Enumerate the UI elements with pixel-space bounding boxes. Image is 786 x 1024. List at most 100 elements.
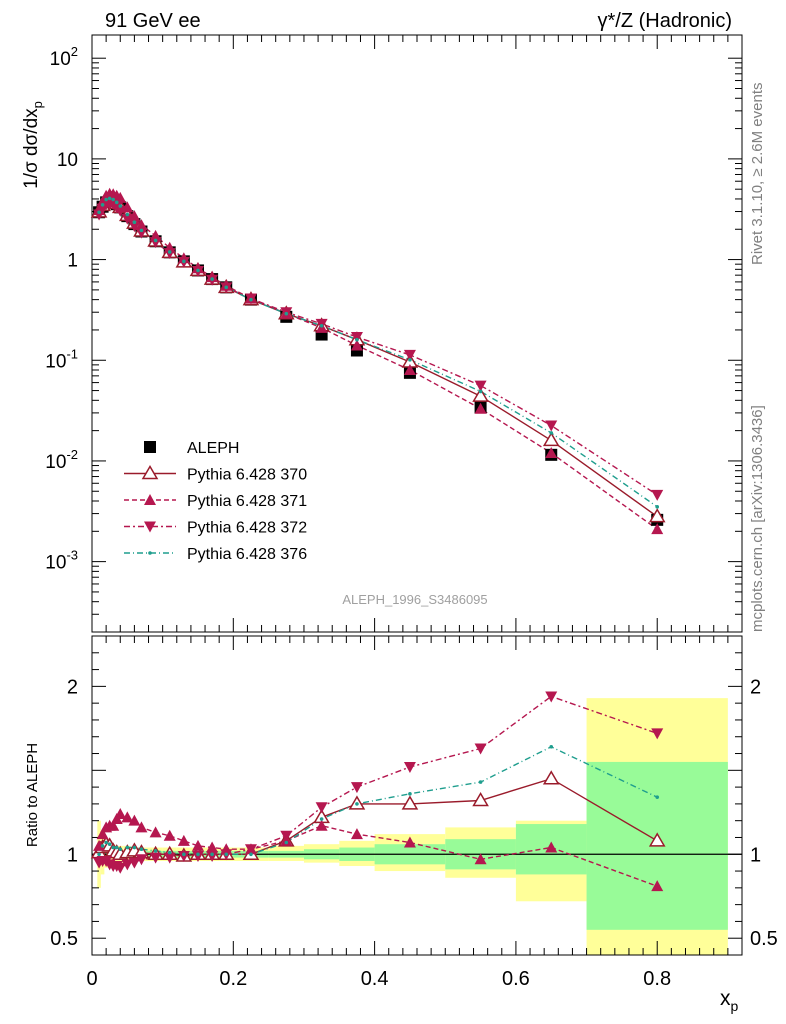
ratio-point <box>128 814 141 826</box>
main-point <box>121 213 134 225</box>
ratio-ytick-label: 0.5 <box>50 928 78 950</box>
ratio-point <box>280 830 293 842</box>
ratio-point <box>315 802 328 814</box>
legend-marker <box>144 521 156 533</box>
ratio-point <box>474 853 487 865</box>
legend-label: ALEPH <box>187 440 239 457</box>
legend-label: Pythia 6.428 376 <box>187 546 307 563</box>
main-series-line <box>98 193 658 530</box>
main-point <box>139 228 144 233</box>
legend-label: Pythia 6.428 370 <box>187 467 307 484</box>
ratio-point <box>403 836 416 848</box>
main-series-line <box>98 197 658 508</box>
main-point <box>545 446 558 458</box>
ratio-point <box>132 845 137 850</box>
ratio-series-line <box>98 746 658 855</box>
main-ytick-label: 10-1 <box>45 346 78 372</box>
main-point <box>153 238 158 243</box>
main-point <box>135 219 148 231</box>
main-point <box>182 259 186 264</box>
main-point <box>196 268 200 273</box>
ratio-point <box>135 854 148 866</box>
ratio-point <box>125 845 130 850</box>
ratio-point <box>651 728 664 740</box>
ratio-ylabel: Ratio to ALEPH <box>24 743 41 847</box>
legend-label: Pythia 6.428 371 <box>187 493 307 510</box>
main-point <box>403 364 416 376</box>
ratio-point <box>121 859 134 871</box>
ratio-point <box>545 841 558 853</box>
ratio-ytick-label-right: 0.5 <box>750 928 778 950</box>
ratio-point <box>210 852 214 857</box>
ratio-point <box>284 840 289 845</box>
ratio-point <box>100 844 105 848</box>
main-point <box>224 285 229 290</box>
ratio-point <box>545 691 558 703</box>
main-point <box>474 380 487 392</box>
ratio-point <box>97 852 101 857</box>
main-point <box>114 200 119 205</box>
ratio-point <box>153 849 158 853</box>
ratio-point <box>149 852 162 864</box>
main-point <box>210 277 214 281</box>
ratio-ytick-label-right: 2 <box>750 676 761 698</box>
ratio-point <box>655 795 660 799</box>
ratio-point <box>196 852 200 857</box>
main-panel: 10-3 10-2 10-1 1 10 102 <box>45 34 743 633</box>
mcplots-label: mcplots.cern.ch [arXiv:1306.3436] <box>749 405 766 632</box>
legend-marker <box>141 465 159 480</box>
ratio-ytick-label: 1 <box>67 844 78 866</box>
ratio-point <box>149 826 162 838</box>
legend-marker <box>148 551 152 555</box>
main-ylabel: 1/σ dσ/dxp <box>21 101 45 189</box>
ratio-xtick-label: 0.4 <box>361 968 389 990</box>
ratio-point <box>403 761 416 773</box>
legend: ALEPH Pythia 6.428 370 Pythia 6.428 371 Pyt… <box>124 440 307 563</box>
analysis-id-label: ALEPH_1996_S3486095 <box>342 592 487 607</box>
header-left-label: 91 GeV ee <box>105 10 201 32</box>
ratio-point <box>319 817 324 821</box>
ratio-point <box>249 852 253 857</box>
ratio-point <box>121 811 134 823</box>
ratio-panel: 0.5 0.5 1 1 2 2 0 0.2 0.4 0.6 0.8 <box>50 635 778 990</box>
main-point <box>478 389 483 394</box>
ratio-point <box>177 850 190 862</box>
ratio-xtick-label: 0.6 <box>502 968 530 990</box>
main-point <box>128 221 141 233</box>
main-point <box>474 402 487 414</box>
ratio-point <box>107 819 120 831</box>
ratio-point <box>206 841 219 853</box>
legend-marker <box>144 441 156 453</box>
ratio-xtick-label: 0.2 <box>219 968 247 990</box>
main-point <box>121 201 134 213</box>
main-point <box>648 508 666 523</box>
ratio-point <box>549 745 554 749</box>
ratio-ytick-label: 2 <box>67 676 78 698</box>
legend-label: Pythia 6.428 372 <box>187 520 307 537</box>
ratio-point <box>104 840 108 845</box>
main-point <box>149 237 162 249</box>
ratio-point <box>244 844 257 856</box>
ratio-point <box>472 792 489 807</box>
ratio-point <box>651 880 664 892</box>
ratio-point <box>163 852 176 864</box>
main-point <box>249 297 253 302</box>
main-point <box>403 349 416 361</box>
main-point <box>125 212 130 217</box>
main-ytick-label: 10-3 <box>45 548 78 574</box>
main-point <box>472 387 489 402</box>
main-point <box>319 323 324 328</box>
main-point <box>100 202 105 207</box>
main-point <box>284 311 289 316</box>
main-point <box>128 210 141 222</box>
main-point <box>118 204 123 208</box>
ratio-point <box>191 850 204 862</box>
ratio-point <box>114 845 119 850</box>
main-point <box>167 250 172 254</box>
ratio-point <box>135 821 148 833</box>
ratio-point <box>107 842 112 846</box>
main-point <box>111 197 115 202</box>
main-point <box>651 523 664 535</box>
main-ytick-label: 102 <box>50 44 78 70</box>
ratio-point <box>648 832 666 847</box>
